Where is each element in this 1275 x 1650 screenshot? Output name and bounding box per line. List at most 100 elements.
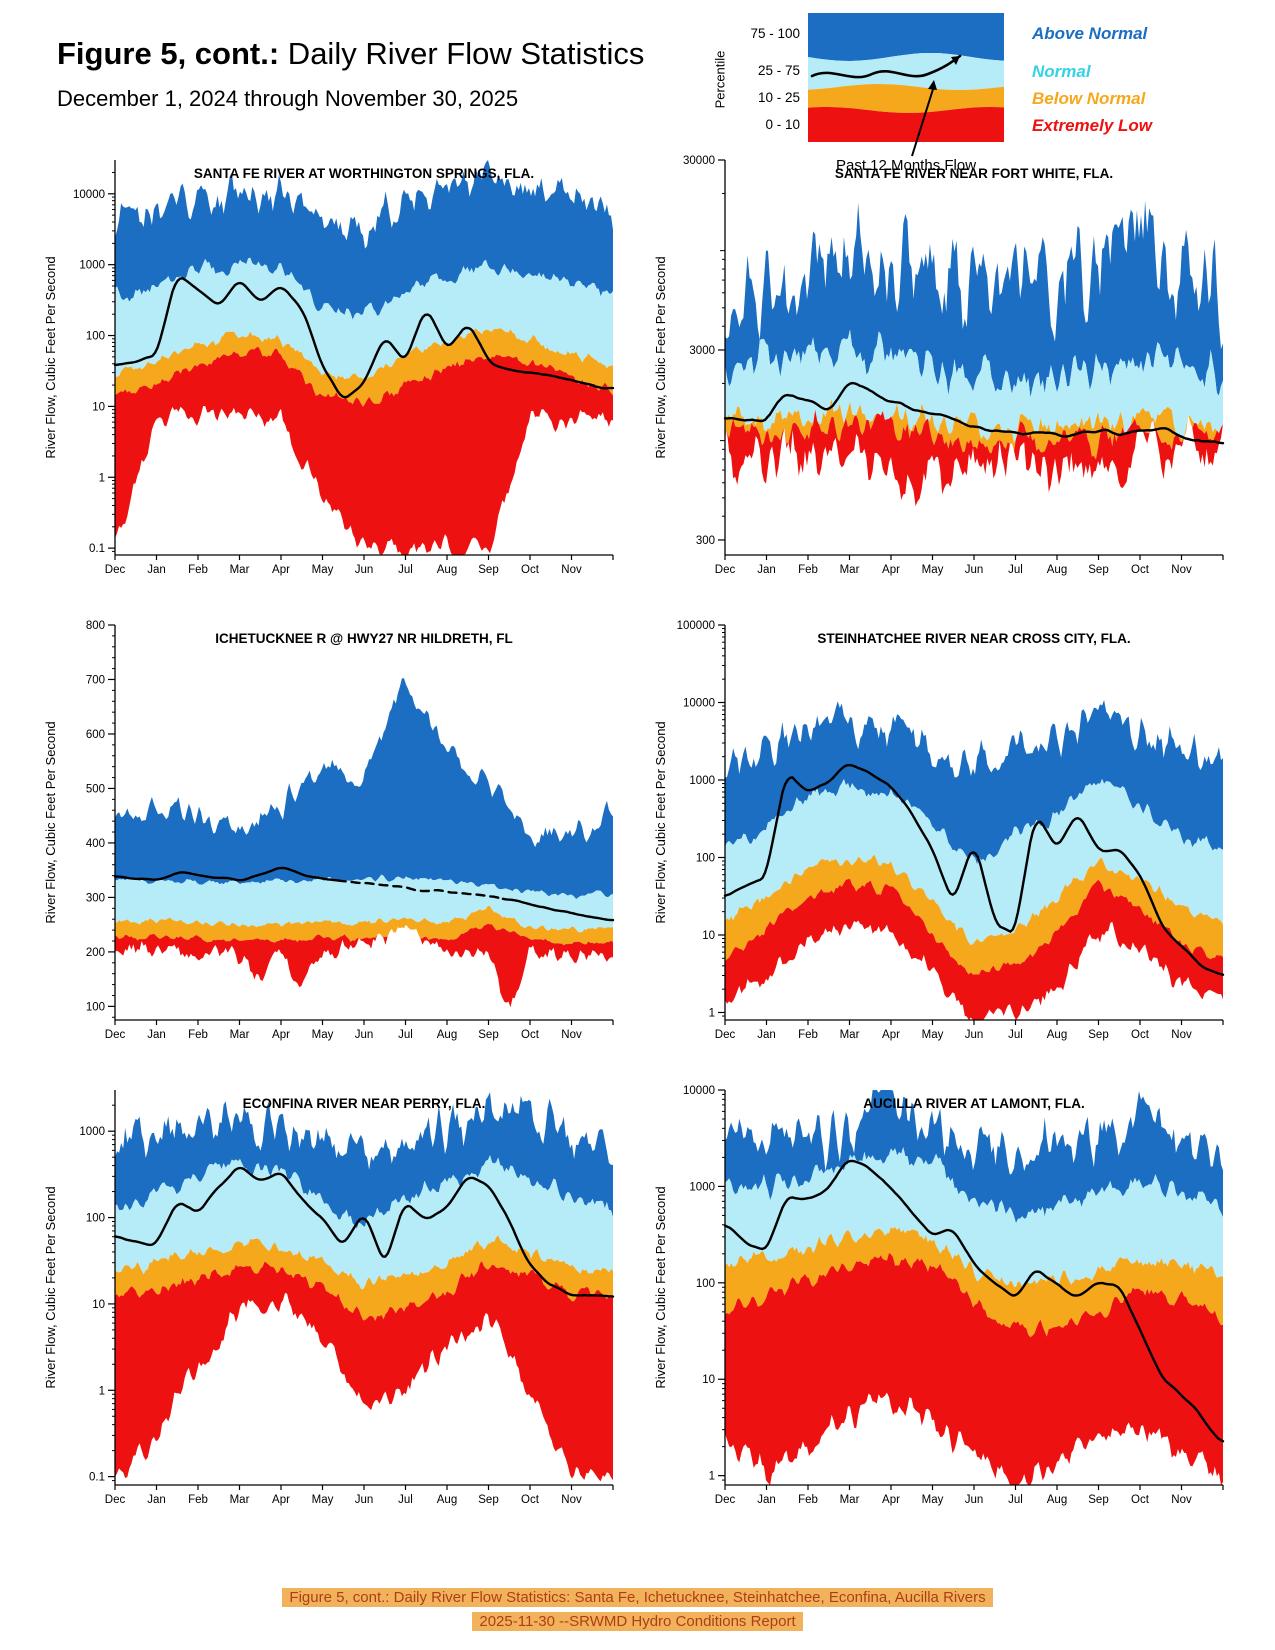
chart-svg: 100 200 300 400 500 600 700 800 Dec Jan Feb Mar Apr M… xyxy=(43,620,615,1041)
svg-text:Mar: Mar xyxy=(840,564,860,576)
svg-text:100: 100 xyxy=(86,1001,105,1013)
svg-text:Apr: Apr xyxy=(882,564,900,576)
svg-text:100: 100 xyxy=(86,331,105,343)
svg-text:May: May xyxy=(922,1029,944,1041)
svg-text:Jul: Jul xyxy=(1008,1029,1023,1041)
percentile-axis-label: Percentile xyxy=(712,50,728,109)
chart-1: 300 3000 30000 Dec Jan Feb Mar Apr May Jun Jul Aug S… xyxy=(650,152,1235,589)
svg-text:Apr: Apr xyxy=(272,1029,290,1041)
chart-title: AUCILLA RIVER AT LAMONT, FLA. xyxy=(863,1096,1084,1111)
y-axis-label: River Flow, Cubic Feet Per Second xyxy=(653,256,668,458)
svg-text:Aug: Aug xyxy=(437,1029,457,1041)
legend-category-extremely-low: Extremely Low xyxy=(1032,116,1152,135)
svg-text:100000: 100000 xyxy=(677,620,715,632)
svg-text:Jun: Jun xyxy=(355,1029,374,1041)
svg-text:10000: 10000 xyxy=(73,189,105,201)
svg-text:1000: 1000 xyxy=(689,1181,715,1193)
svg-text:Feb: Feb xyxy=(798,564,818,576)
svg-text:Apr: Apr xyxy=(272,564,290,576)
svg-text:3000: 3000 xyxy=(689,345,715,357)
svg-text:Jan: Jan xyxy=(757,564,776,576)
legend-category-below-normal: Below Normal xyxy=(1032,89,1146,108)
svg-text:Aug: Aug xyxy=(1047,1494,1067,1506)
legend: Percentile 75 - 100 25 - 75 10 - 25 0 - … xyxy=(700,10,1240,182)
svg-text:Jun: Jun xyxy=(355,564,374,576)
svg-text:Nov: Nov xyxy=(561,564,582,576)
svg-text:Jul: Jul xyxy=(398,564,413,576)
chart-title: SANTA FE RIVER NEAR FORT WHITE, FLA. xyxy=(835,166,1113,181)
svg-text:Sep: Sep xyxy=(478,1494,498,1506)
svg-text:Mar: Mar xyxy=(840,1029,860,1041)
svg-text:Feb: Feb xyxy=(188,564,208,576)
svg-text:Feb: Feb xyxy=(798,1494,818,1506)
figure-title-bold: Figure 5, cont.: xyxy=(57,36,280,71)
svg-text:Jul: Jul xyxy=(398,1494,413,1506)
legend-range-75-100: 75 - 100 xyxy=(750,26,800,41)
plot-area: 1 10 100 1000 10000 100000 Dec Jan Feb Mar Apr May J… xyxy=(653,620,1225,1041)
past-12-months-flow-line xyxy=(723,1159,1225,1443)
legend-graphic: Past 12 Months Flow xyxy=(808,13,1004,174)
svg-text:Oct: Oct xyxy=(521,1029,540,1041)
svg-text:Nov: Nov xyxy=(561,1494,582,1506)
svg-text:Sep: Sep xyxy=(1088,1494,1108,1506)
svg-text:Jun: Jun xyxy=(355,1494,374,1506)
past-12-months-flow-line xyxy=(336,879,505,900)
svg-text:1000: 1000 xyxy=(79,1126,105,1138)
svg-text:Oct: Oct xyxy=(521,1494,540,1506)
figure-title-rest: Daily River Flow Statistics xyxy=(279,36,645,71)
svg-text:Sep: Sep xyxy=(1088,1029,1108,1041)
svg-text:Jan: Jan xyxy=(147,564,166,576)
svg-text:1: 1 xyxy=(709,1471,715,1483)
svg-text:Oct: Oct xyxy=(1131,1494,1150,1506)
svg-text:Aug: Aug xyxy=(437,1494,457,1506)
svg-text:Jun: Jun xyxy=(965,564,984,576)
svg-text:10: 10 xyxy=(92,1299,105,1311)
legend-flow-label: Past 12 Months Flow xyxy=(836,157,976,174)
svg-text:Jan: Jan xyxy=(757,1494,776,1506)
svg-text:Jul: Jul xyxy=(398,1029,413,1041)
svg-text:Nov: Nov xyxy=(1171,564,1192,576)
plot-area: 0.1 1 10 100 1000 10000 Dec Jan Feb Mar Apr May Jun J… xyxy=(43,160,615,576)
plot-area: 0.1 1 10 100 1000 Dec Jan Feb Mar Apr May Jun Jul Aug… xyxy=(43,1090,615,1506)
legend-category-normal: Normal xyxy=(1032,62,1091,81)
figure-footer: Figure 5, cont.: Daily River Flow Statis… xyxy=(0,1586,1275,1634)
legend-range-25-75: 25 - 75 xyxy=(757,63,800,78)
svg-text:Nov: Nov xyxy=(1171,1494,1192,1506)
svg-text:Aug: Aug xyxy=(437,564,457,576)
chart-3: 1 10 100 1000 10000 100000 Dec Jan Feb Mar Apr May J… xyxy=(650,617,1235,1054)
svg-text:Dec: Dec xyxy=(105,1494,126,1506)
plot-area: 1 10 100 1000 10000 Dec Jan Feb Mar Apr May Jun Jul A… xyxy=(653,1085,1225,1506)
svg-text:1: 1 xyxy=(709,1007,715,1019)
svg-text:100: 100 xyxy=(696,1278,715,1290)
svg-text:400: 400 xyxy=(86,838,105,850)
svg-text:600: 600 xyxy=(86,729,105,741)
svg-text:Oct: Oct xyxy=(1131,564,1150,576)
svg-text:Feb: Feb xyxy=(798,1029,818,1041)
chart-title: ICHETUCKNEE R @ HWY27 NR HILDRETH, FL xyxy=(215,631,512,646)
chart-svg: 0.1 1 10 100 1000 10000 Dec Jan Feb Mar Apr May Jun J… xyxy=(43,160,615,576)
svg-text:0.1: 0.1 xyxy=(89,543,105,555)
chart-svg: 0.1 1 10 100 1000 Dec Jan Feb Mar Apr May Jun Jul Aug… xyxy=(43,1090,615,1506)
chart-0: 0.1 1 10 100 1000 10000 Dec Jan Feb Mar Apr May Jun J… xyxy=(40,152,625,589)
svg-text:Dec: Dec xyxy=(105,1029,126,1041)
chart-title: STEINHATCHEE RIVER NEAR CROSS CITY, FLA. xyxy=(817,631,1130,646)
svg-text:10000: 10000 xyxy=(683,1085,715,1097)
svg-text:Jan: Jan xyxy=(147,1494,166,1506)
chart-svg: 1 10 100 1000 10000 Dec Jan Feb Mar Apr May Jun Jul A… xyxy=(653,1085,1225,1506)
svg-text:500: 500 xyxy=(86,783,105,795)
footer-report-line: 2025-11-30 --SRWMD Hydro Conditions Repo… xyxy=(472,1612,803,1631)
svg-text:Nov: Nov xyxy=(561,1029,582,1041)
svg-text:10: 10 xyxy=(92,401,105,413)
legend-flow-curve xyxy=(810,54,962,79)
svg-text:Jan: Jan xyxy=(147,1029,166,1041)
svg-text:10: 10 xyxy=(702,1374,715,1386)
svg-text:100: 100 xyxy=(696,852,715,864)
svg-text:Apr: Apr xyxy=(882,1029,900,1041)
past-12-months-flow-line xyxy=(113,277,615,399)
legend-range-10-25: 10 - 25 xyxy=(757,90,800,105)
svg-text:Mar: Mar xyxy=(230,1029,250,1041)
svg-text:800: 800 xyxy=(86,620,105,632)
svg-text:0.1: 0.1 xyxy=(89,1472,105,1484)
svg-text:1000: 1000 xyxy=(689,775,715,787)
past-12-months-flow-line xyxy=(723,381,1225,445)
